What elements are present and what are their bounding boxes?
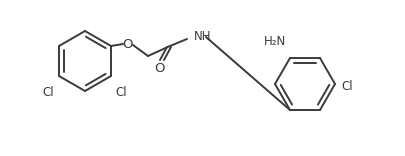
Text: H₂N: H₂N: [264, 35, 286, 48]
Text: O: O: [123, 37, 133, 51]
Text: O: O: [155, 61, 165, 75]
Text: Cl: Cl: [341, 80, 353, 93]
Text: Cl: Cl: [43, 86, 54, 99]
Text: Cl: Cl: [115, 86, 127, 99]
Text: NH: NH: [194, 31, 211, 44]
